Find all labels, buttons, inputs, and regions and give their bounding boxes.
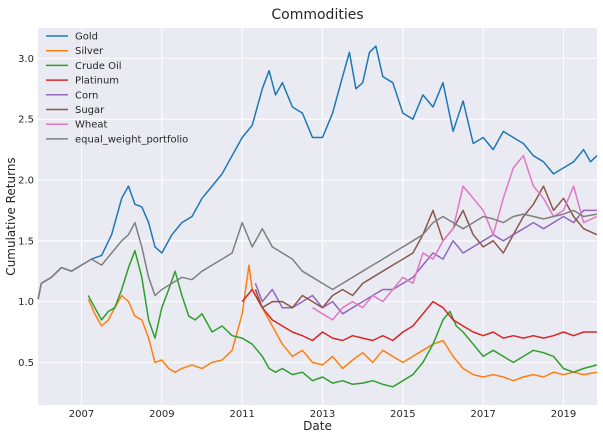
legend-entry: Silver (75, 46, 104, 57)
chart-title: Commodities (271, 7, 363, 23)
legend-entry: Wheat (75, 120, 108, 131)
series-line-platinum (241, 288, 597, 342)
tick-labels: 2007 2009 2011 2013 2015 2017 2019 0.5 1.0 1.5 2.0… (18, 54, 576, 420)
y-tick-label: 1.5 (18, 236, 34, 247)
x-tick-label: 2009 (149, 409, 174, 420)
y-tick-label: 1.0 (18, 297, 34, 308)
x-tick-label: 2011 (229, 409, 254, 420)
legend-entry: Gold (75, 32, 98, 43)
y-tick-label: 3.0 (18, 54, 34, 65)
y-axis-label: Cumulative Returns (4, 157, 18, 275)
x-tick-label: 2013 (310, 409, 335, 420)
plot-area (38, 28, 597, 405)
series-lines (37, 45, 598, 388)
series-line-crude-oil (87, 249, 598, 388)
series-line-equal-weight-portfolio (37, 209, 598, 300)
legend: Gold Silver Crude Oil Platinum Corn Sugar Whea… (46, 32, 188, 145)
legend-entry: Sugar (75, 105, 105, 116)
legend-entry: Platinum (75, 76, 119, 87)
x-tick-label: 2015 (390, 409, 415, 420)
series-line-corn (254, 209, 597, 315)
legend-entry: equal_weight_portfolio (75, 134, 188, 145)
legend-entry: Corn (75, 90, 98, 101)
x-tick-label: 2017 (470, 409, 495, 420)
legend-entry: Crude Oil (75, 61, 122, 72)
series-line-wheat (312, 154, 598, 321)
x-tick-label: 2019 (551, 409, 576, 420)
y-tick-label: 0.5 (18, 358, 34, 369)
series-line-gold (37, 45, 598, 300)
y-tick-label: 2.0 (18, 176, 34, 187)
y-tick-label: 2.5 (18, 115, 34, 126)
x-tick-label: 2007 (69, 409, 94, 420)
x-axis-label: Date (303, 419, 332, 433)
series-line-silver (87, 264, 598, 382)
